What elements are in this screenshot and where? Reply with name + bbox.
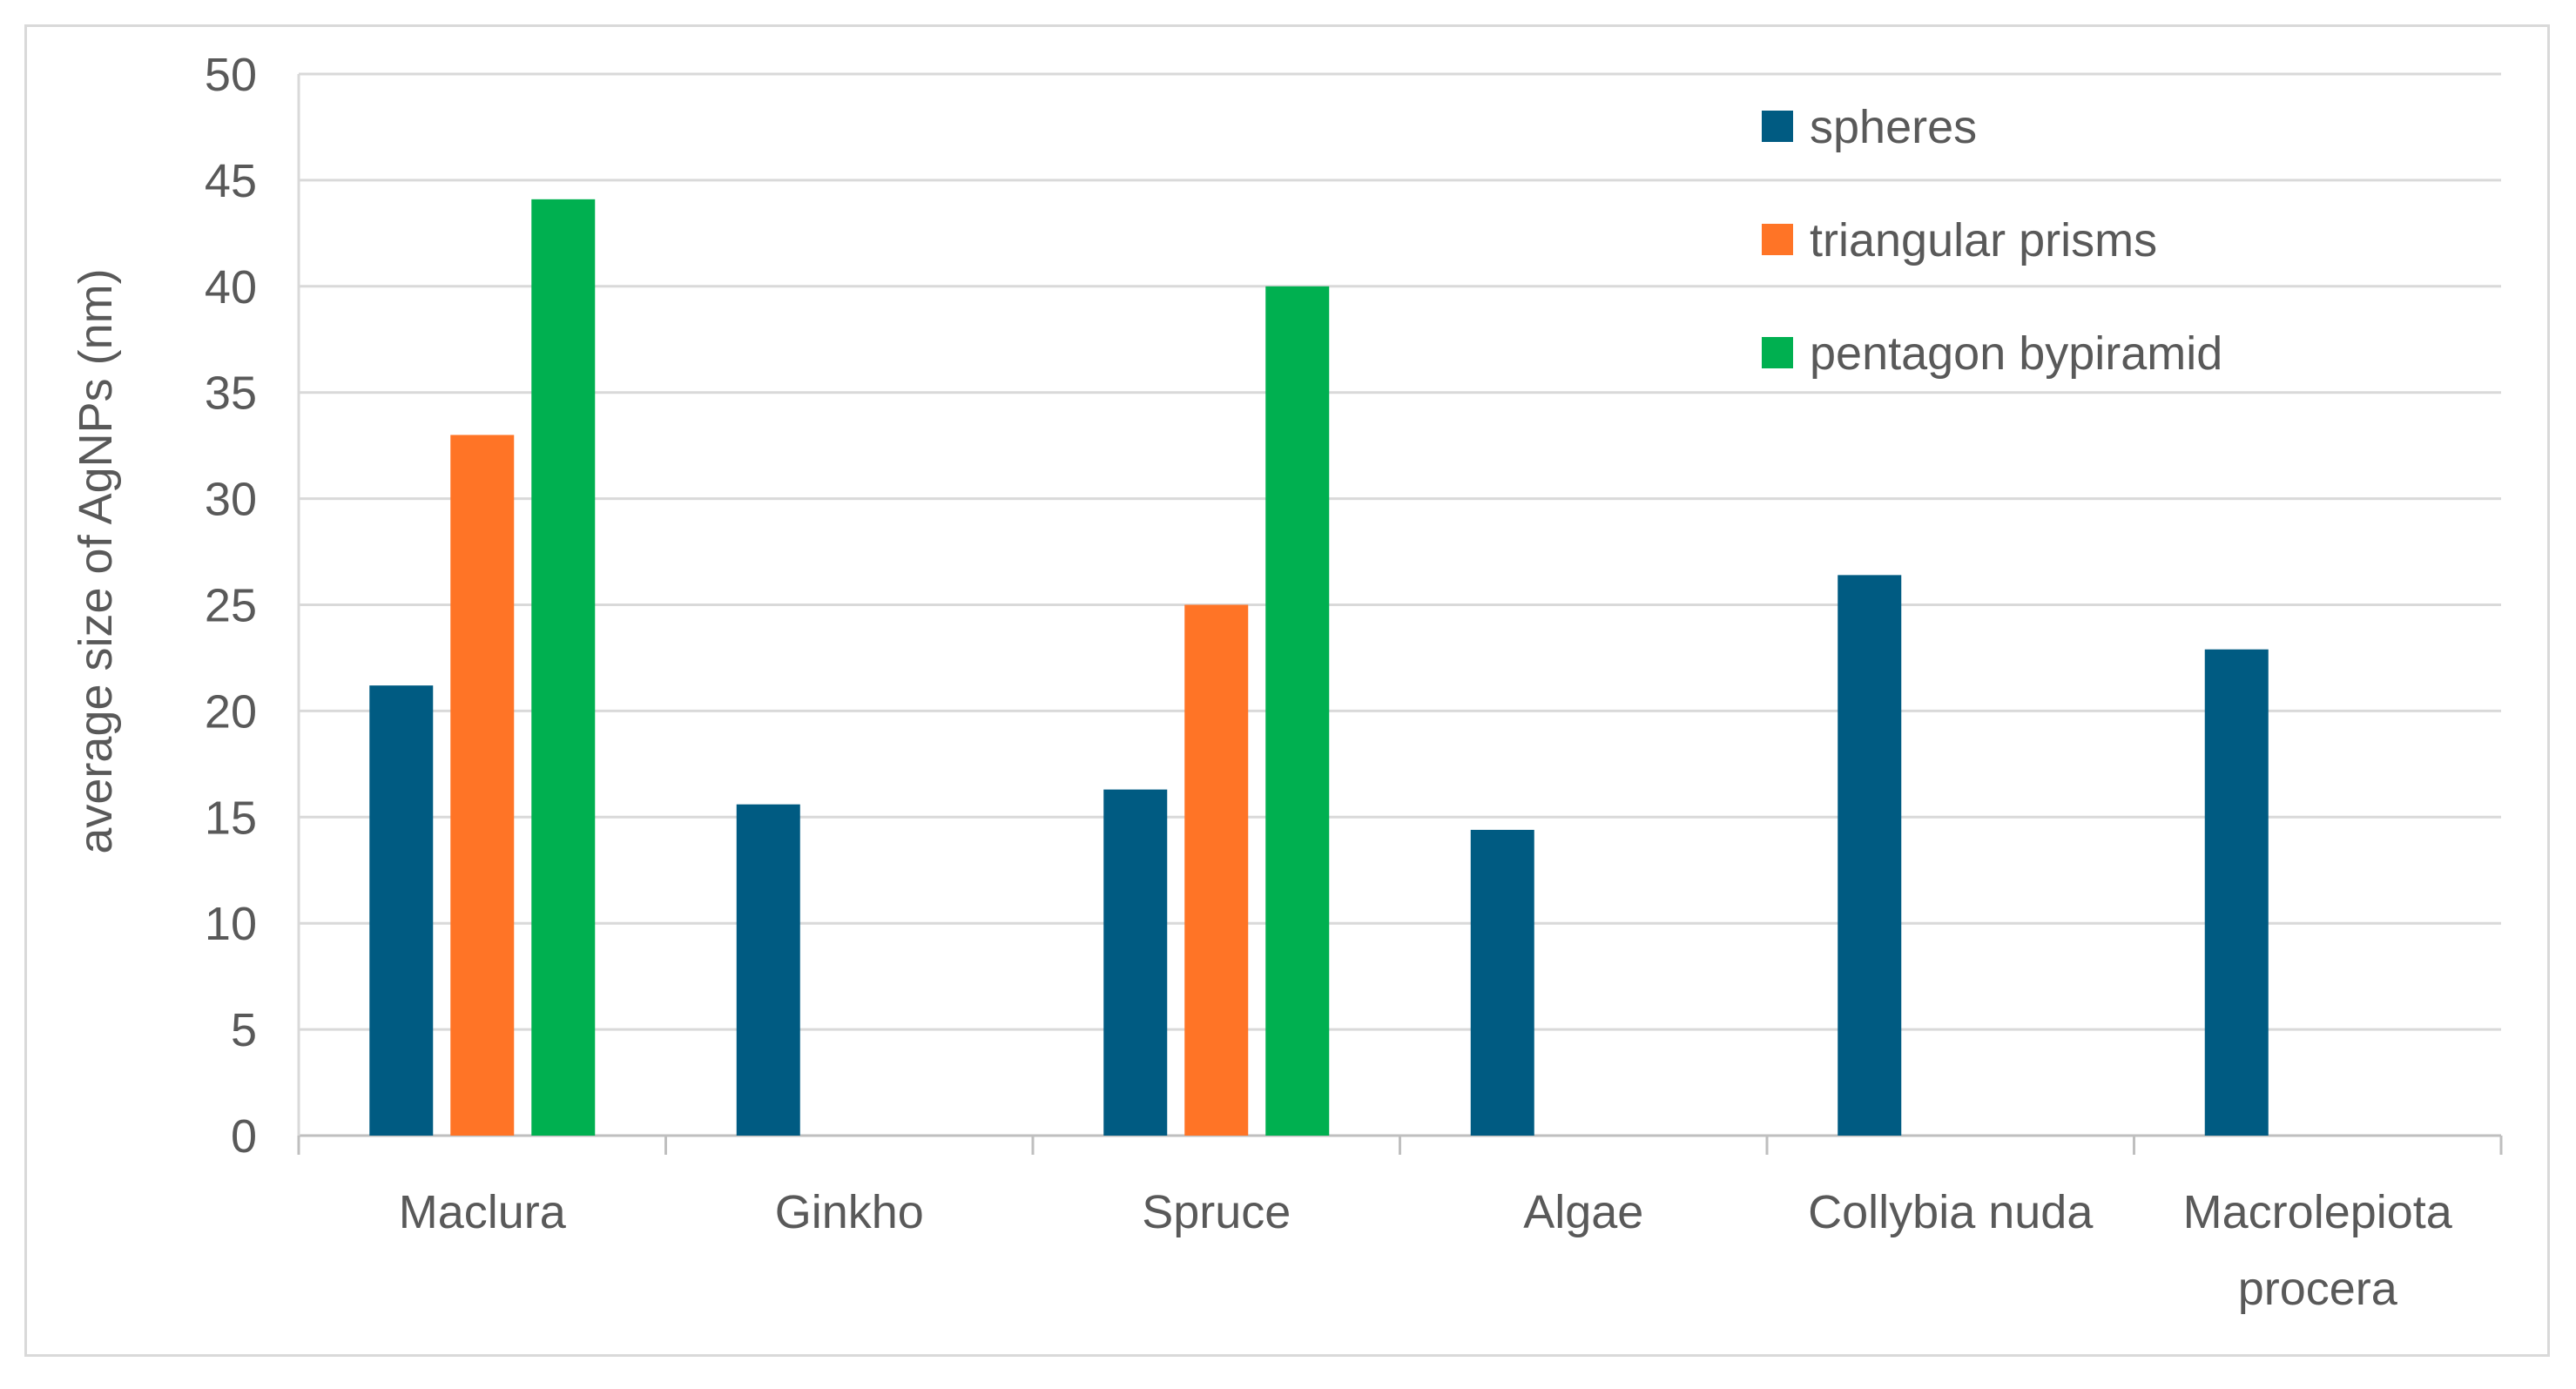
x-tick-label: Maclura [399, 1186, 567, 1238]
x-tick-label: Algae [1523, 1186, 1643, 1238]
bar-spheres [2204, 649, 2269, 1136]
legend-label: pentagon bypiramid [1810, 327, 2222, 380]
x-tick-label: Macrolepiota [2183, 1186, 2453, 1238]
gridlines [299, 72, 2501, 1137]
bar-triangular-prisms [450, 435, 515, 1136]
bar-spheres [369, 685, 434, 1136]
y-tick-label: 35 [205, 367, 257, 420]
bar-spheres [736, 804, 800, 1136]
x-tick-label: procera [2238, 1263, 2398, 1315]
legend-swatch [1762, 337, 1793, 368]
y-tick-label: 50 [205, 49, 257, 101]
legend: spheres triangular prisms pentagon bypiram… [1762, 101, 2222, 380]
bar-pentagon-bypiramid [531, 199, 596, 1136]
legend-label: triangular prisms [1810, 214, 2157, 266]
axes: 0 5 10 15 20 25 30 35 40 45 50 Maclura Ginkho Spruce A… [205, 49, 2503, 1315]
y-tick-label: 25 [205, 580, 257, 632]
y-tick-label: 5 [231, 1004, 257, 1056]
bar-spheres [1103, 789, 1168, 1136]
y-axis-title: average size of AgNPs (nm) [70, 268, 122, 853]
bar-pentagon-bypiramid [1265, 286, 1330, 1136]
y-tick-label: 45 [205, 155, 257, 207]
x-tick-label: Ginkho [775, 1186, 924, 1238]
legend-label: spheres [1810, 101, 1977, 153]
bars [369, 199, 2269, 1136]
x-tick-label: Spruce [1142, 1186, 1291, 1238]
y-tick-label: 40 [205, 261, 257, 314]
legend-swatch [1762, 111, 1793, 142]
y-tick-label: 30 [205, 474, 257, 526]
y-tick-label: 20 [205, 685, 257, 738]
bar-triangular-prisms [1184, 604, 1249, 1136]
y-tick-label: 10 [205, 898, 257, 950]
bar-spheres [1470, 829, 1534, 1136]
bar-spheres [1838, 575, 1902, 1136]
y-tick-label: 0 [231, 1110, 257, 1163]
y-tick-label: 15 [205, 792, 257, 844]
legend-swatch [1762, 224, 1793, 255]
x-tick-label: Collybia nuda [1808, 1186, 2094, 1238]
